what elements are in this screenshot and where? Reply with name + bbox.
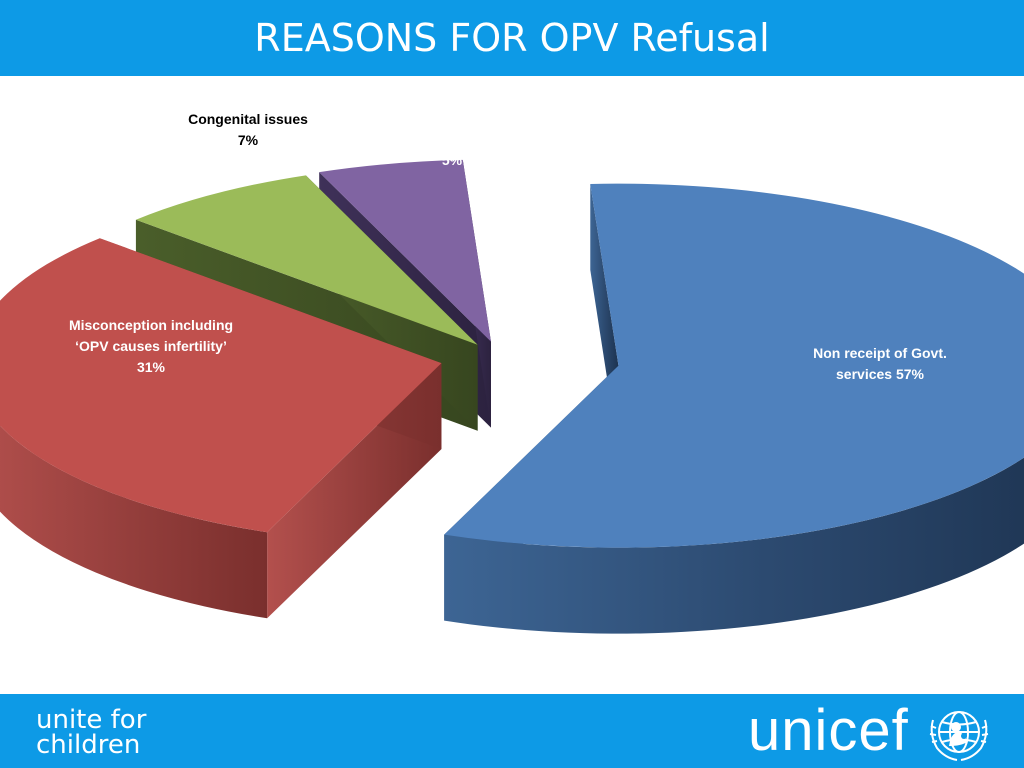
label-misconception-line: Misconception including [68,317,234,333]
pie-chart [0,159,1024,634]
slice-misconception-top [0,238,442,533]
label-congenital-line: 7% [237,132,259,148]
label-non-receipt-line: services 57% [836,366,924,382]
slice-non-receipt [444,183,1024,634]
label-congenital-line: Congenital issues [188,111,308,127]
pie-slices [0,159,1024,634]
slide-title-text: REASONS FOR OPV Refusal [254,16,770,60]
label-others-line: 5% [441,152,463,168]
slice-others-top [319,159,491,342]
slice-non-receipt-side [444,457,1024,634]
label-non-receipt: Non receipt of Govt. services 57% [790,343,970,385]
label-misconception: Misconception including ‘OPV causes infer… [46,315,256,378]
unicef-emblem-icon [929,711,989,761]
label-non-receipt-line: Non receipt of Govt. [813,345,947,361]
label-misconception-line: 31% [136,359,166,375]
tagline: unite for children [36,705,147,760]
label-misconception-line: ‘OPV causes infertility’ [75,338,227,354]
slice-congenital-top [135,175,478,345]
tagline-line2: children [36,730,141,760]
footer-bar [0,694,1024,768]
label-congenital: Congenital issues 7% [170,109,326,151]
slice-misconception [0,238,442,619]
slice-non-receipt-top [444,183,1024,548]
header-bar [0,0,1024,76]
slice-misconception-side [0,425,268,619]
tagline-line1: unite for [36,705,147,735]
label-others: Others 5% [412,129,492,171]
unicef-logo-text: unicef [748,698,909,763]
label-others-line: Others [429,131,475,147]
slide-title: REASONS FOR OPV Refusal [0,0,1024,76]
